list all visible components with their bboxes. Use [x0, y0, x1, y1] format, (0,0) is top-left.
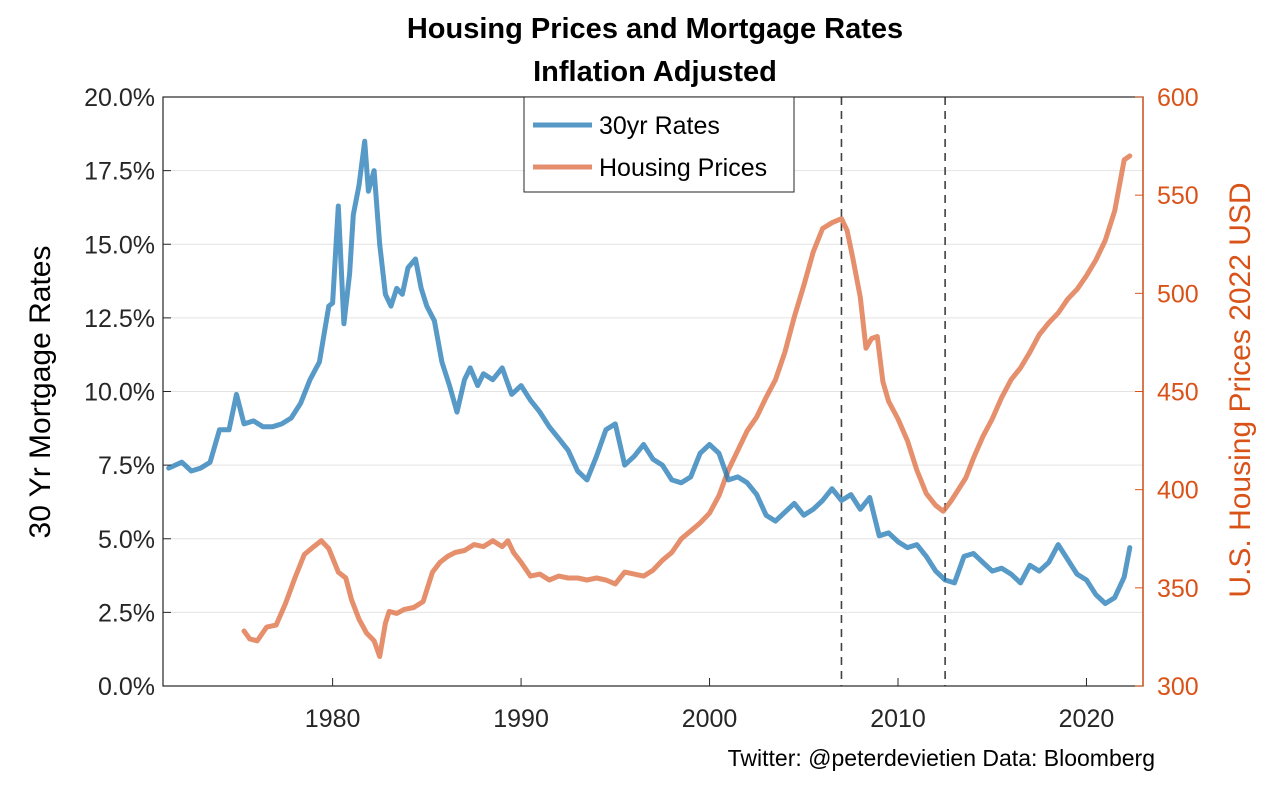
x-tick-label: 2020	[1059, 705, 1115, 733]
y-right-tick-label: 500	[1157, 280, 1199, 308]
housing-price-line	[241, 153, 1133, 659]
y-right-tick-label: 300	[1157, 673, 1199, 701]
y-right-tick-label: 350	[1157, 575, 1199, 603]
y-right-tick-label: 550	[1157, 182, 1199, 210]
y-left-tick-label: 10.0%	[84, 379, 155, 407]
y-right-tick-label: 450	[1157, 379, 1199, 407]
x-tick-label: 1980	[305, 705, 361, 733]
y-left-tick-label: 5.0%	[98, 526, 155, 554]
y-left-tick-label: 7.5%	[98, 452, 155, 480]
x-tick-label: 2010	[870, 705, 926, 733]
x-tick-label: 2000	[682, 705, 738, 733]
legend: 30yr Rates Housing Prices	[523, 96, 795, 193]
y-left-tick-label: 0.0%	[98, 673, 155, 701]
y-left-tick-label: 2.5%	[98, 599, 155, 627]
event-lines	[840, 97, 946, 686]
y-left-tick-label: 20.0%	[84, 84, 155, 112]
legend-label-housing: Housing Prices	[599, 154, 767, 182]
y-right-tick-label: 600	[1157, 84, 1199, 112]
legend-label-rates: 30yr Rates	[599, 112, 720, 140]
y-axis-left-label: 30 Yr Mortgage Rates	[24, 246, 57, 539]
y-axis-left: 0.0% 2.5% 5.0% 7.5% 10.0% 12.5% 15.0% 17.5% 20.0…	[84, 84, 171, 701]
legend-box	[523, 96, 795, 193]
x-axis: 1980 1990 2000 2010 2020	[305, 678, 1114, 733]
y-left-tick-label: 12.5%	[84, 305, 155, 333]
y-left-tick-label: 17.5%	[84, 158, 155, 186]
chart-subtitle: Inflation Adjusted	[533, 56, 777, 88]
rates-line	[166, 138, 1133, 606]
data-credit: Twitter: @peterdevietien Data: Bloomberg	[728, 745, 1155, 771]
series-layer	[166, 138, 1133, 659]
y-axis-right: 300 350 400 450 500 550 600	[1135, 84, 1199, 701]
y-left-tick-label: 15.0%	[84, 231, 155, 259]
chart-title: Housing Prices and Mortgage Rates	[407, 13, 903, 45]
y-right-tick-label: 400	[1157, 477, 1199, 505]
y-axis-right-label: U.S. Housing Prices 2022 USD	[1224, 182, 1257, 597]
x-tick-label: 1990	[493, 705, 549, 733]
